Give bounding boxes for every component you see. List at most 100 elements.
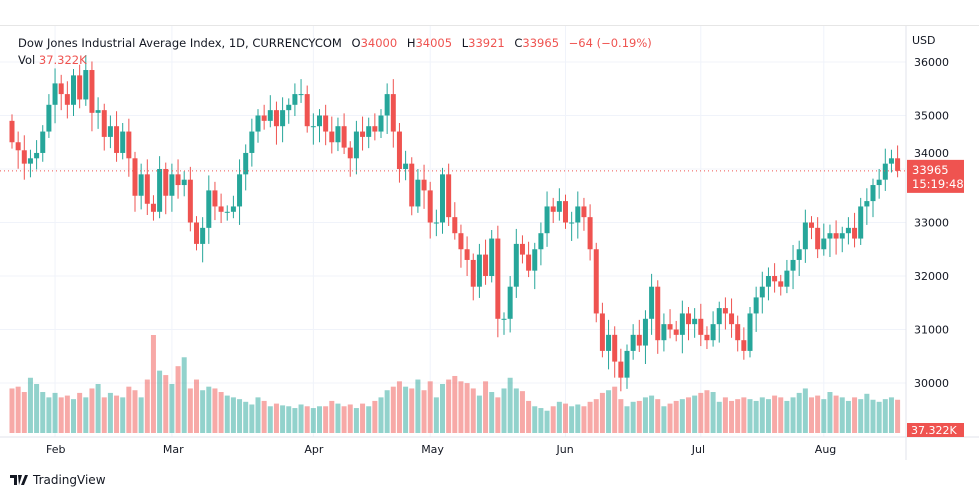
volume-bar <box>378 397 384 433</box>
volume-bar <box>390 386 396 433</box>
volume-bar <box>267 406 273 433</box>
candle-body <box>187 179 193 223</box>
volume-bar <box>249 404 255 433</box>
candle-body <box>710 324 716 341</box>
volume-bar <box>790 397 796 433</box>
volume-bar <box>169 384 175 433</box>
volume-bar <box>839 397 845 433</box>
last-price-label-box <box>907 159 964 193</box>
volume-bar <box>729 400 735 433</box>
candle-body <box>845 227 851 234</box>
candle-body <box>809 222 814 228</box>
candle-body <box>120 131 126 153</box>
last-price-value: 33965 <box>912 163 949 177</box>
candle-body <box>550 206 556 212</box>
candle-body <box>403 163 409 169</box>
candle-body <box>519 243 525 255</box>
volume-bar <box>77 392 83 433</box>
candle-body <box>200 227 206 244</box>
volume-bar <box>507 377 513 433</box>
volume-bar <box>95 384 101 433</box>
y-tick-label: 36000 <box>914 56 949 69</box>
volume-bar <box>495 397 501 433</box>
candle-body <box>280 110 286 127</box>
candle-body <box>778 281 784 287</box>
volume-bar <box>563 403 568 433</box>
volume-bar <box>212 388 218 433</box>
volume-bar <box>21 392 27 433</box>
volume-bar <box>138 397 144 433</box>
candle-body <box>483 254 489 276</box>
low-label: L <box>461 36 469 50</box>
candle-body <box>833 233 839 239</box>
volume-bar <box>519 391 525 433</box>
volume-bar <box>64 395 70 433</box>
tradingview-logo[interactable]: TradingView <box>10 473 106 487</box>
volume-bar <box>852 397 858 433</box>
x-tick-label: Aug <box>815 443 836 456</box>
volume-bar <box>735 399 741 433</box>
volume-bar <box>679 399 685 433</box>
volume-value: 37.322K <box>38 53 87 67</box>
volume-bar <box>476 395 482 433</box>
candle-body <box>427 190 433 223</box>
volume-bar <box>483 381 489 433</box>
volume-bar <box>888 397 894 433</box>
candle-body <box>630 334 636 351</box>
volume-bar <box>636 400 642 433</box>
volume-bar <box>556 401 562 433</box>
brand-name: TradingView <box>33 473 106 487</box>
candle-body <box>237 174 243 207</box>
volume-bar <box>765 399 771 433</box>
volume-bar <box>280 405 286 433</box>
candle-body <box>802 222 808 250</box>
volume-bar <box>304 406 310 433</box>
candle-body <box>556 201 562 212</box>
volume-bar <box>101 397 107 433</box>
volume-bar <box>200 390 206 433</box>
volume-bar <box>52 392 58 433</box>
candle-body <box>243 152 249 175</box>
open-value: 34000 <box>360 36 398 50</box>
x-tick-label: Apr <box>304 443 324 456</box>
volume-bar <box>686 397 691 433</box>
candle-body <box>575 206 581 223</box>
candle-body <box>655 286 661 341</box>
candle-body <box>335 126 341 143</box>
volume-bar <box>698 392 704 433</box>
candle-body <box>747 313 753 351</box>
candle-body <box>686 313 691 325</box>
volume-bar <box>759 397 765 433</box>
candle-body <box>206 190 212 228</box>
candle-body <box>169 174 175 196</box>
volume-bar <box>107 392 113 433</box>
volume-bar <box>784 400 790 433</box>
candle-body <box>501 318 507 320</box>
volume-bar <box>427 381 433 433</box>
candle-body <box>138 174 144 196</box>
candle-body <box>101 110 107 137</box>
volume-bar <box>384 390 390 433</box>
volume-bar <box>815 395 821 433</box>
volume-bar <box>243 401 249 433</box>
x-tick-label: May <box>421 443 444 456</box>
volume-bar <box>298 404 304 433</box>
candle-body <box>599 313 605 351</box>
candle-body <box>569 222 575 224</box>
x-tick-label: Feb <box>46 443 65 456</box>
bar-countdown: 15:19:48 <box>912 177 964 191</box>
volume-bar <box>83 397 89 433</box>
volume-axis-value: 37.322K <box>911 424 957 437</box>
volume-bar <box>624 406 630 433</box>
candle-body <box>698 318 704 335</box>
candle-body <box>273 110 279 127</box>
volume-bar <box>317 406 322 433</box>
volume-bar <box>599 392 605 433</box>
candle-body <box>772 276 778 282</box>
candle-body <box>378 115 384 132</box>
volume-bar <box>58 397 64 433</box>
candle-body <box>636 334 642 346</box>
volume-bar <box>710 392 716 433</box>
volume-bar <box>341 406 347 433</box>
